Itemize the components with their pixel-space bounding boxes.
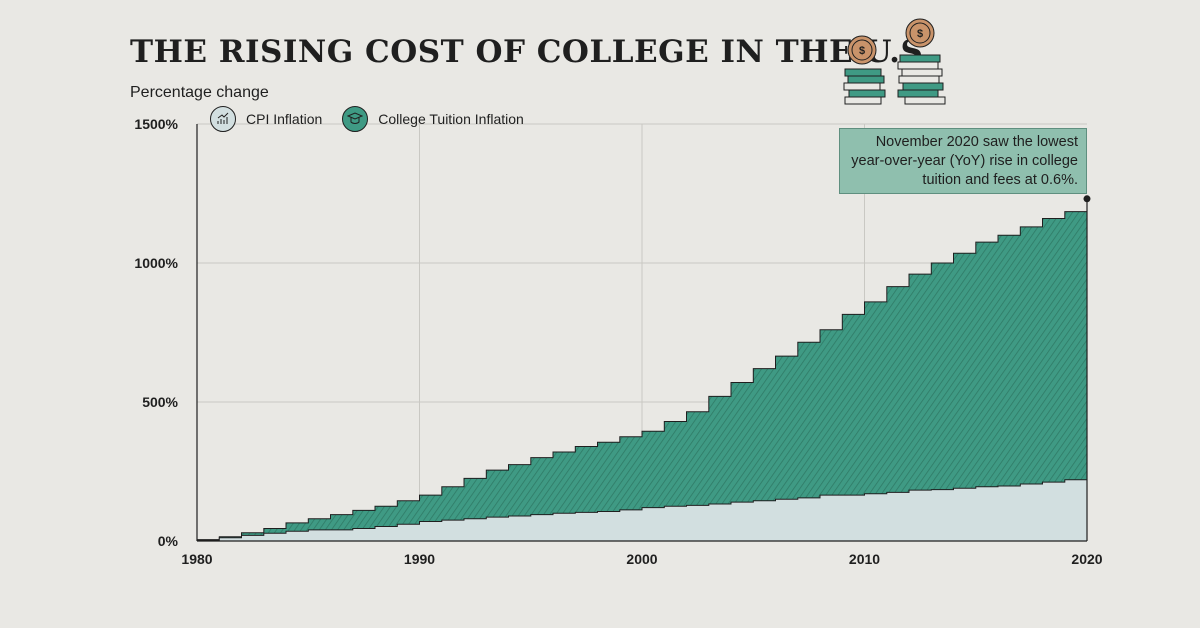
x-tick-label: 1980 — [181, 551, 212, 567]
cpi-step-line — [197, 478, 1088, 541]
legend-item-tuition: College Tuition Inflation — [342, 106, 524, 132]
y-tick-label: 1500% — [134, 116, 178, 132]
legend-label-tuition: College Tuition Inflation — [378, 111, 524, 127]
x-tick-label: 1990 — [404, 551, 435, 567]
x-tick-label: 2000 — [626, 551, 657, 567]
tick-labels: 0% 500% 1000% 1500% 1980 1990 2000 2010 2020 — [134, 116, 1102, 567]
svg-text:$: $ — [859, 45, 865, 57]
graduation-icon — [342, 106, 369, 132]
x-tick-label: 2010 — [849, 551, 880, 567]
rising-chart-icon — [210, 106, 236, 132]
tuition-step-line — [197, 208, 1088, 541]
tuition-area-series — [197, 208, 1087, 542]
y-tick-label: 0% — [158, 533, 179, 549]
chart-title: THE RISING COST OF COLLEGE IN THE U.S. — [130, 34, 934, 70]
coin-stack-illustration: $ $ — [840, 14, 955, 114]
y-tick-label: 500% — [142, 394, 178, 410]
y-axis-label: Percentage change — [130, 84, 269, 101]
x-tick-label: 2020 — [1071, 551, 1102, 567]
annotation-box: November 2020 saw the lowest year-over-y… — [839, 128, 1087, 194]
legend: CPI Inflation College Tuition Inflation — [210, 106, 524, 132]
svg-text:$: $ — [917, 28, 923, 40]
annotation-point — [1083, 195, 1091, 203]
legend-label-cpi: CPI Inflation — [246, 111, 323, 127]
legend-item-cpi: CPI Inflation — [210, 106, 322, 132]
y-tick-label: 1000% — [134, 255, 178, 271]
